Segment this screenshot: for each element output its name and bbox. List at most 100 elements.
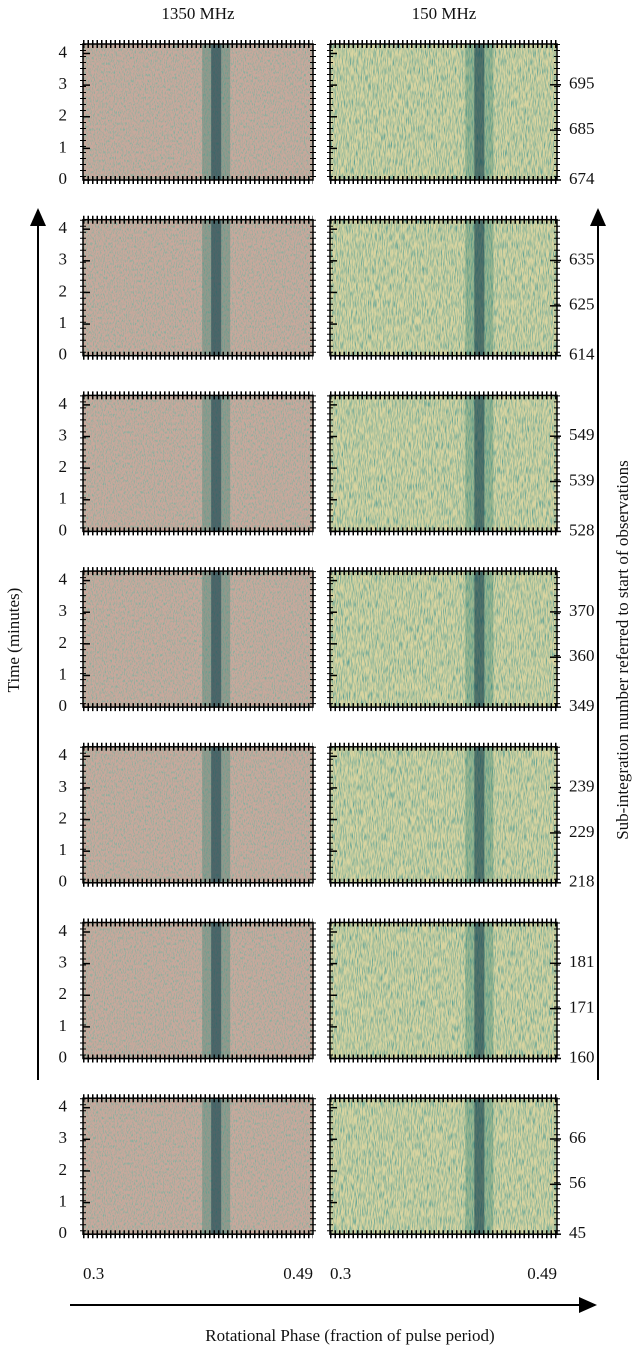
y2-tick-label: 218: [569, 872, 595, 891]
y-tick-label: 4: [59, 1097, 68, 1116]
panel-frame: [82, 218, 314, 357]
y-tick-label: 1: [59, 664, 68, 683]
y-tick-label: 1: [59, 1191, 68, 1210]
y2-tick-label: 239: [569, 777, 595, 796]
y-tick-label: 3: [59, 953, 68, 972]
panel-noise: [83, 395, 313, 532]
panel-noise: [83, 1098, 313, 1235]
y-tick-label: 3: [59, 777, 68, 796]
y2-tick-label: 66: [569, 1128, 586, 1147]
panel-noise: [83, 746, 313, 883]
panel-noise: [330, 746, 557, 883]
y-tick-label: 1: [59, 137, 68, 156]
y2-tick-label: 614: [569, 345, 595, 364]
y-tick-label: 3: [59, 601, 68, 620]
panel-frame: [82, 394, 314, 533]
y-tick-label: 4: [59, 921, 68, 940]
y-tick-label: 3: [59, 74, 68, 93]
pulse-core: [211, 571, 222, 708]
pulse-core: [474, 1098, 485, 1235]
y-tick-label: 0: [59, 169, 68, 188]
panel-noise: [83, 44, 313, 180]
panel-noise: [83, 219, 313, 356]
y2-tick-label: 229: [569, 822, 595, 841]
panel-noise: [330, 219, 557, 356]
x-tick-label: 0.3: [330, 1264, 351, 1283]
y-tick-label: 1: [59, 489, 68, 508]
y2-tick-label: 528: [569, 520, 595, 539]
pulse-core: [211, 395, 222, 532]
panel-noise: [83, 571, 313, 708]
pulse-core: [211, 1098, 222, 1235]
y-tick-label: 2: [59, 281, 68, 300]
y2-tick-label: 349: [569, 696, 595, 715]
pulse-core: [474, 571, 485, 708]
y-tick-label: 3: [59, 1128, 68, 1147]
y2-tick-label: 160: [569, 1047, 595, 1066]
y-tick-label: 0: [59, 696, 68, 715]
y2-tick-label: 685: [569, 119, 595, 138]
y2-tick-label: 549: [569, 425, 595, 444]
y2-tick-label: 360: [569, 646, 595, 665]
y-tick-label: 2: [59, 457, 68, 476]
pulse-core: [474, 219, 485, 356]
x-tick-label: 0.49: [283, 1264, 313, 1283]
y-tick-label: 0: [59, 520, 68, 539]
panel-noise: [330, 922, 557, 1059]
pulse-core: [474, 746, 485, 883]
y-tick-label: 4: [59, 394, 68, 413]
y-tick-label: 0: [59, 1047, 68, 1066]
y2-tick-label: 56: [569, 1173, 586, 1192]
y-tick-label: 1: [59, 1016, 68, 1035]
y2-tick-label: 674: [569, 169, 595, 188]
x-tick-label: 0.3: [83, 1264, 104, 1283]
y2-tick-label: 635: [569, 249, 595, 268]
y-tick-label: 3: [59, 250, 68, 269]
pulse-core: [474, 395, 485, 532]
y2-tick-label: 181: [569, 952, 595, 971]
x-tick-label: 0.49: [527, 1264, 557, 1283]
pulse-core: [211, 219, 222, 356]
pulse-core: [211, 746, 222, 883]
panel-noise: [83, 922, 313, 1059]
y2-tick-label: 171: [569, 998, 595, 1017]
y-tick-label: 4: [59, 745, 68, 764]
y2-tick-label: 370: [569, 601, 595, 620]
y-tick-label: 4: [59, 218, 68, 237]
y-tick-label: 4: [59, 569, 68, 588]
pulse-core: [474, 44, 485, 180]
panel-frame: [82, 746, 314, 884]
y-tick-label: 2: [59, 808, 68, 827]
y-tick-label: 1: [59, 313, 68, 332]
y2-tick-label: 539: [569, 470, 595, 489]
y2-axis-label: Sub-integration number referred to start…: [613, 460, 632, 840]
column-title: 1350 MHz: [161, 4, 235, 23]
y-tick-label: 0: [59, 1223, 68, 1242]
panel-noise: [330, 571, 557, 708]
pulse-core: [211, 922, 222, 1059]
panel-frame: [82, 43, 314, 181]
panel-frame: [82, 921, 314, 1060]
y-tick-label: 2: [59, 106, 68, 125]
y-tick-label: 2: [59, 633, 68, 652]
y2-tick-label: 45: [569, 1223, 586, 1242]
y-tick-label: 0: [59, 345, 68, 364]
panel-noise: [330, 1098, 557, 1235]
y-tick-label: 2: [59, 1160, 68, 1179]
panel-frame: [82, 570, 314, 708]
y-tick-label: 1: [59, 840, 68, 859]
panel-frame: [82, 1097, 314, 1235]
y-tick-label: 4: [59, 42, 68, 61]
column-title: 150 MHz: [412, 4, 477, 23]
y-axis-label: Time (minutes): [4, 588, 23, 693]
pulse-core: [211, 44, 222, 180]
panel-noise: [330, 395, 557, 532]
y-tick-label: 0: [59, 872, 68, 891]
pulse-core: [474, 922, 485, 1059]
y-tick-label: 2: [59, 984, 68, 1003]
panel-noise: [330, 44, 557, 180]
y2-tick-label: 625: [569, 295, 595, 314]
x-axis-label: Rotational Phase (fraction of pulse peri…: [205, 1326, 494, 1345]
